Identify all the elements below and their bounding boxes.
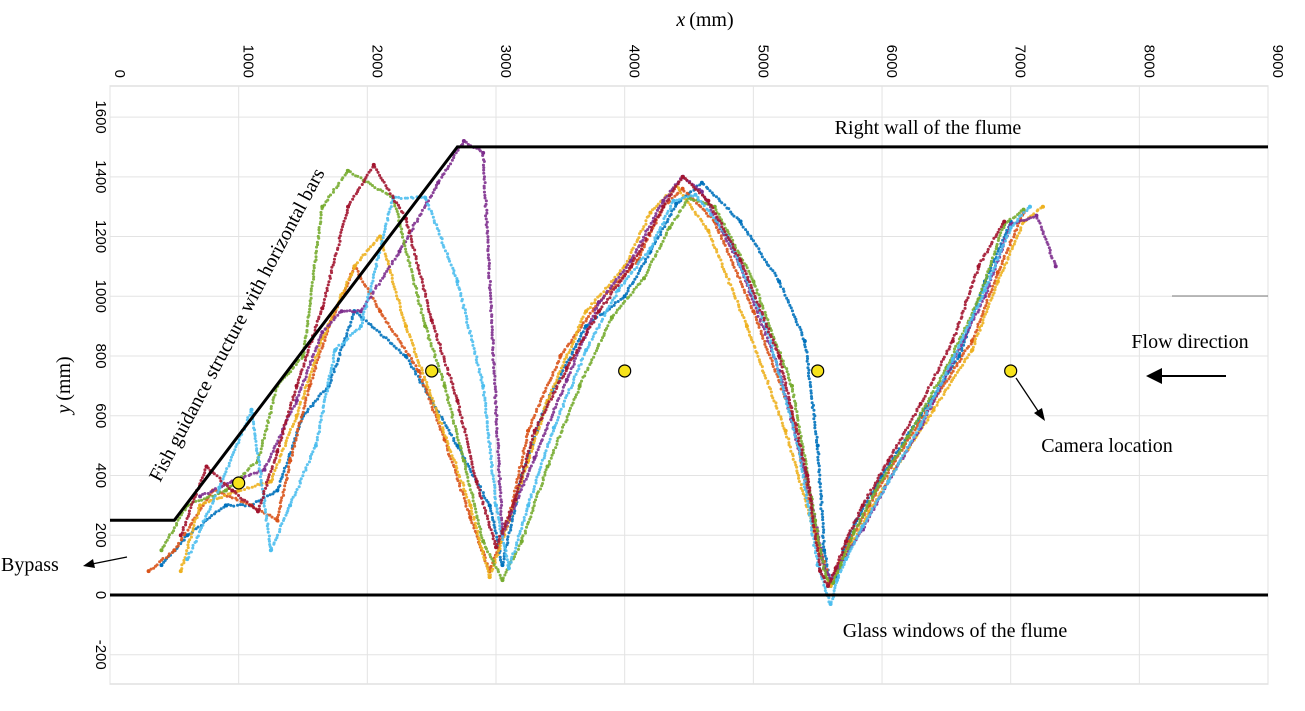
data-point	[146, 569, 151, 574]
data-point	[159, 563, 164, 568]
y-axis-ticks: -200 0 200 400 600 800 1000 1200 1400 1600	[92, 100, 109, 669]
y-tick-label: 800	[92, 344, 109, 369]
bypass-label: Bypass	[1, 554, 59, 576]
y-tick-label: 0	[92, 591, 109, 599]
flume-structure	[110, 145, 1268, 597]
y-axis-symbol: y	[53, 405, 75, 416]
y-tick-label: 1000	[92, 280, 109, 313]
x-tick-label: 2000	[368, 45, 385, 78]
x-tick-label: 4000	[626, 45, 643, 78]
data-point	[198, 494, 203, 499]
x-tick-label: 1000	[240, 45, 257, 78]
flow-direction-label: Flow direction	[1131, 331, 1248, 353]
trajectory-series	[146, 138, 1058, 606]
x-tick-label: 6000	[883, 45, 900, 78]
y-tick-label: 200	[92, 523, 109, 548]
camera-locations	[232, 364, 1018, 490]
camera-marker	[425, 364, 439, 378]
flow-direction-arrowhead	[1146, 368, 1162, 384]
x-axis-unit: (mm)	[689, 9, 733, 31]
x-tick-label: 0	[111, 70, 128, 78]
trajectory-dots	[161, 168, 1026, 584]
y-tick-label: 400	[92, 463, 109, 488]
y-axis-title: y (mm)	[53, 356, 75, 415]
data-point	[159, 548, 164, 553]
x-axis-title: x (mm)	[675, 9, 733, 31]
data-point	[178, 569, 183, 574]
trajectory-dots	[187, 193, 1032, 606]
x-tick-label: 8000	[1140, 45, 1157, 78]
camera-marker	[811, 364, 825, 378]
camera-location-arrowhead	[1034, 408, 1045, 421]
camera-marker	[618, 364, 632, 378]
bypass-arrow	[91, 556, 128, 565]
bypass-arrowhead	[83, 559, 95, 568]
y-tick-label: 600	[92, 403, 109, 428]
x-tick-label: 5000	[754, 45, 771, 78]
camera-marker	[232, 476, 246, 490]
x-tick-label: 3000	[497, 45, 514, 78]
right-wall-label: Right wall of the flume	[835, 117, 1022, 139]
trajectory-dots	[180, 163, 1006, 587]
series-track-red	[178, 162, 1007, 589]
glass-windows-label: Glass windows of the flume	[843, 620, 1068, 642]
fish-guidance-and-right-wall	[110, 145, 1268, 522]
series-track-yellow	[178, 183, 1045, 589]
x-axis-ticks: 0 1000 2000 3000 4000 5000 6000 7000 8000 9000	[111, 45, 1286, 78]
y-tick-label: -200	[92, 640, 109, 670]
y-tick-label: 1400	[92, 160, 109, 193]
y-tick-label: 1600	[92, 100, 109, 133]
x-axis-symbol: x	[675, 9, 685, 31]
series-track-cyan	[185, 192, 1032, 606]
x-tick-label: 9000	[1269, 45, 1286, 78]
camera-marker	[1004, 364, 1018, 378]
y-axis-unit: (mm)	[53, 356, 75, 400]
x-tick-label: 7000	[1012, 45, 1029, 78]
camera-location-label: Camera location	[1041, 435, 1173, 457]
y-tick-label: 1200	[92, 220, 109, 253]
camera-location-arrow	[1015, 377, 1041, 415]
plot-area	[109, 85, 1269, 685]
